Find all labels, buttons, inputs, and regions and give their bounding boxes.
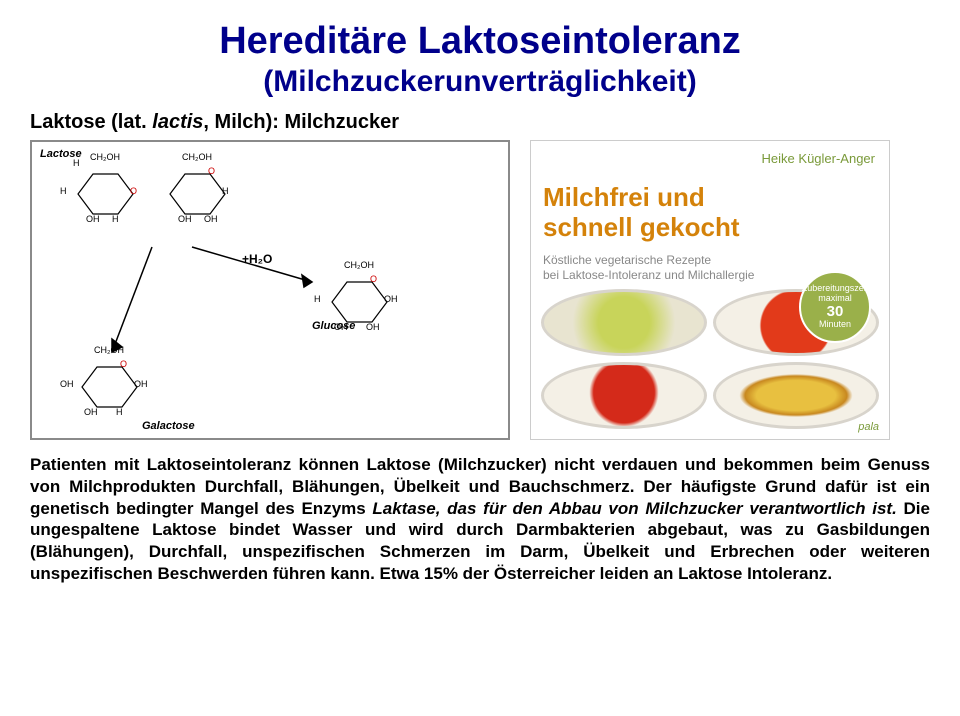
- atom-h: H: [222, 186, 229, 196]
- para-s2b: Laktase, das für den Abbau von Milchzuck…: [372, 499, 896, 518]
- def-suffix: , Milch): Milchzucker: [203, 111, 399, 133]
- atom-o: O: [208, 166, 215, 176]
- atom-o: O: [130, 186, 137, 196]
- chemistry-diagram: Lactose CH₂OH H O OH H H CH₂OH O OH OH H…: [30, 140, 510, 440]
- atom-ch2oh: CH₂OH: [344, 260, 374, 270]
- molecule-galactose: CH₂OH O OH H OH OH: [72, 357, 162, 427]
- def-italic: lactis: [152, 111, 203, 133]
- book-time-badge: Zubereitungszeit maximal 30 Minuten: [799, 271, 871, 343]
- atom-o: O: [120, 359, 127, 369]
- molecule-lactose-right: CH₂OH O OH OH H: [160, 164, 250, 234]
- atom-oh: OH: [384, 294, 398, 304]
- book-author: Heike Kügler-Anger: [762, 151, 875, 166]
- slide: Hereditäre Laktoseintoleranz (Milchzucke…: [0, 0, 960, 716]
- book-publisher: pala: [858, 421, 879, 433]
- book-cover: Heike Kügler-Anger Milchfrei und schnell…: [530, 140, 890, 440]
- atom-oh: OH: [334, 322, 348, 332]
- atom-h: H: [73, 158, 80, 168]
- badge-l3: Minuten: [819, 320, 851, 330]
- atom-oh: OH: [60, 379, 74, 389]
- atom-oh: OH: [178, 214, 192, 224]
- page-title: Hereditäre Laktoseintoleranz: [30, 20, 930, 63]
- atom-o: O: [370, 274, 377, 284]
- book-title: Milchfrei und schnell gekocht: [543, 183, 877, 243]
- plate-pasta: [541, 289, 707, 356]
- def-prefix: Laktose (lat.: [30, 111, 152, 133]
- molecule-lactose-left: CH₂OH H O OH H H: [68, 164, 158, 234]
- atom-oh: OH: [204, 214, 218, 224]
- plate-pepper: [541, 362, 707, 429]
- atom-h: H: [60, 186, 67, 196]
- atom-oh: OH: [84, 407, 98, 417]
- atom-ch2oh: CH₂OH: [94, 345, 124, 355]
- book-title-l2: schnell gekocht: [543, 213, 877, 243]
- book-sub-l1: Köstliche vegetarische Rezepte: [543, 253, 877, 269]
- badge-num: 30: [827, 304, 844, 321]
- atom-ch2oh: CH₂OH: [182, 152, 212, 162]
- book-title-l1: Milchfrei und: [543, 183, 877, 213]
- atom-ch2oh: CH₂OH: [90, 152, 120, 162]
- definition-line: Laktose (lat. lactis, Milch): Milchzucke…: [30, 111, 930, 134]
- atom-h: H: [314, 294, 321, 304]
- body-paragraph: Patienten mit Laktoseintoleranz können L…: [30, 454, 930, 585]
- atom-oh: OH: [134, 379, 148, 389]
- atom-oh: OH: [86, 214, 100, 224]
- molecule-glucose: CH₂OH O OH OH OH H: [322, 272, 412, 342]
- content-row: Lactose CH₂OH H O OH H H CH₂OH O OH OH H…: [30, 140, 930, 440]
- atom-h: H: [116, 407, 123, 417]
- atom-h: H: [112, 214, 119, 224]
- page-subtitle: (Milchzuckerunverträglichkeit): [30, 65, 930, 99]
- atom-oh: OH: [366, 322, 380, 332]
- plate-bread: [713, 362, 879, 429]
